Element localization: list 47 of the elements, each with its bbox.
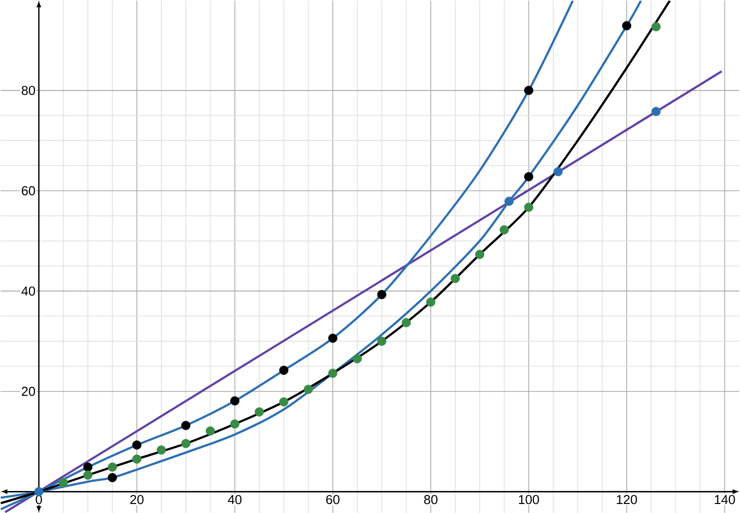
point <box>450 274 460 283</box>
point <box>524 172 534 182</box>
x-tick-label: 80 <box>424 494 438 504</box>
point <box>230 396 240 406</box>
point <box>132 454 142 464</box>
point <box>156 445 166 454</box>
point <box>328 333 338 343</box>
point <box>328 368 338 378</box>
point <box>83 462 92 472</box>
point <box>132 440 142 450</box>
y-tick-label: 40 <box>21 286 36 296</box>
x-tick-label: 40 <box>228 494 242 504</box>
point <box>652 106 661 116</box>
point <box>402 318 411 328</box>
x-tick-label: 20 <box>130 494 144 504</box>
y-tick-label: 80 <box>22 86 36 95</box>
point <box>58 478 68 488</box>
point <box>279 397 288 406</box>
y-tick-label: 60 <box>22 186 36 196</box>
point <box>554 166 563 176</box>
point <box>230 419 240 428</box>
point <box>377 290 386 299</box>
point <box>181 420 190 430</box>
point <box>206 426 215 436</box>
point <box>352 354 362 364</box>
point <box>524 202 534 212</box>
x-tick-label: 140 <box>714 494 735 504</box>
point <box>426 297 436 306</box>
point <box>304 384 313 394</box>
point <box>475 250 484 259</box>
point <box>377 336 386 346</box>
x-tick-label: 60 <box>326 494 340 504</box>
point <box>34 486 44 496</box>
point <box>524 86 534 95</box>
point <box>652 22 661 32</box>
y-tick-label: 20 <box>22 386 36 396</box>
point <box>254 407 264 416</box>
point <box>500 225 509 234</box>
point <box>279 366 288 375</box>
point <box>504 196 514 206</box>
point <box>181 438 190 448</box>
point <box>622 20 632 30</box>
point <box>83 470 92 480</box>
point <box>108 472 117 482</box>
point <box>108 462 117 472</box>
x-tick-label: 120 <box>616 494 637 504</box>
x-tick-label: 100 <box>518 494 539 504</box>
